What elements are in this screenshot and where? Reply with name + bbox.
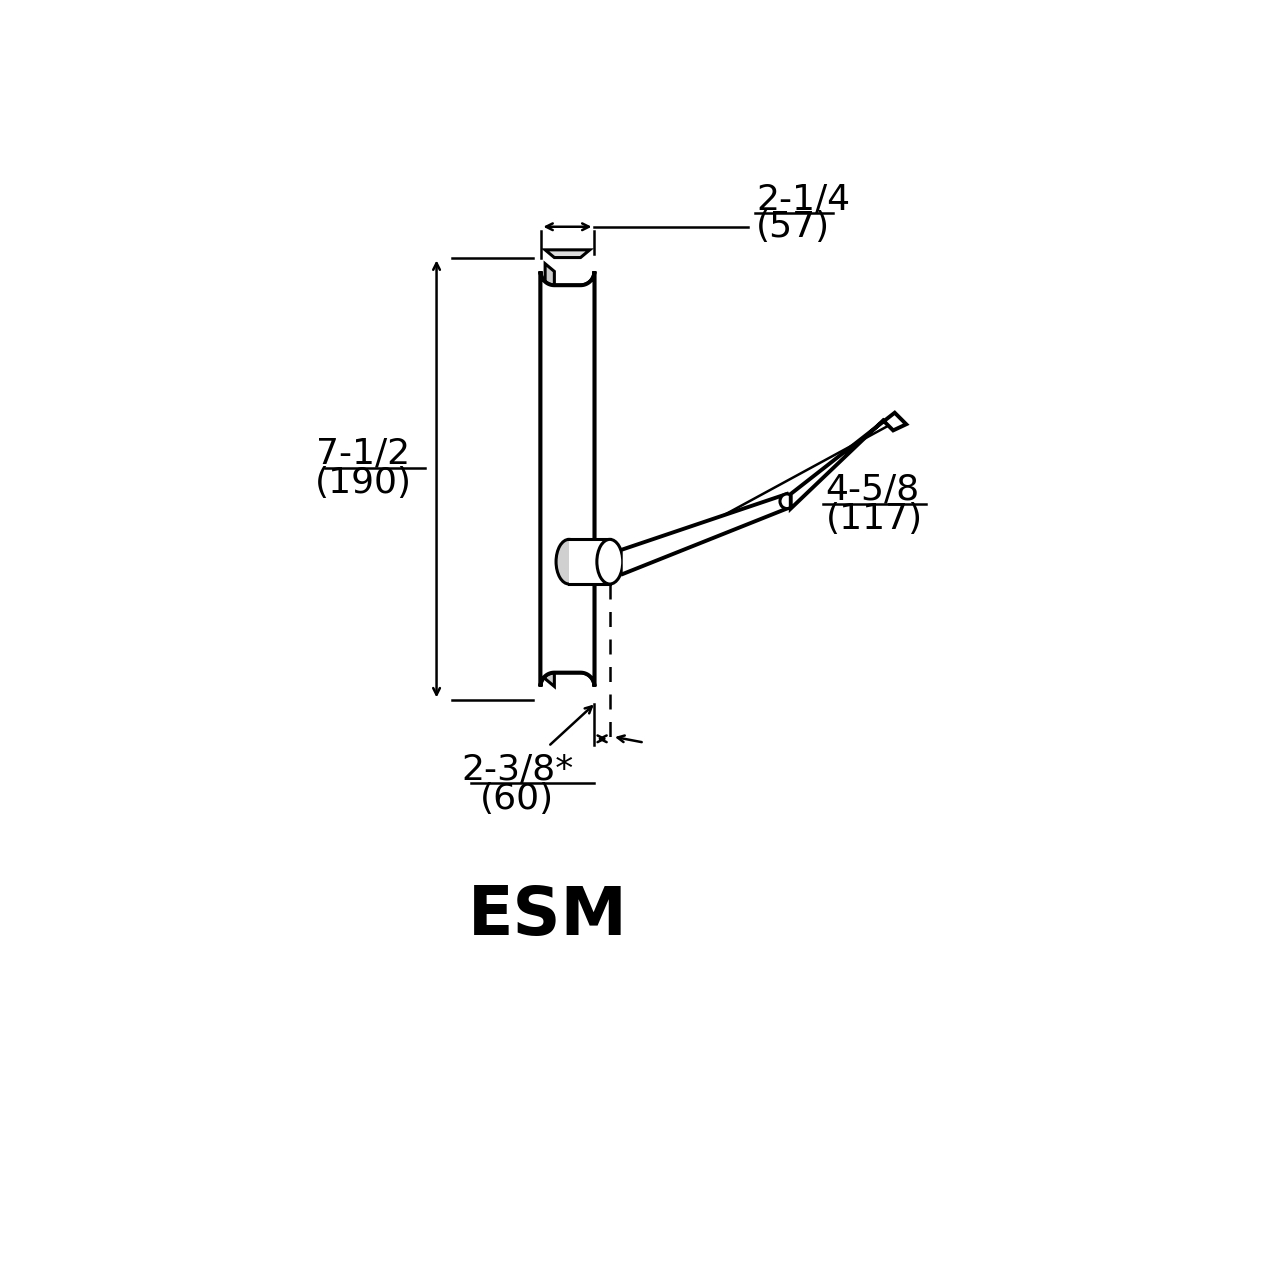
Ellipse shape	[556, 539, 582, 584]
Text: 2-1/4: 2-1/4	[756, 183, 850, 216]
Polygon shape	[545, 250, 590, 257]
Polygon shape	[545, 264, 554, 686]
Polygon shape	[791, 412, 906, 508]
Text: (57): (57)	[756, 210, 831, 243]
Polygon shape	[540, 271, 594, 686]
Text: (117): (117)	[826, 502, 923, 536]
Polygon shape	[540, 271, 594, 686]
Polygon shape	[570, 539, 609, 584]
Text: 7-1/2: 7-1/2	[316, 436, 411, 471]
Text: ESM: ESM	[468, 883, 628, 948]
Text: (60): (60)	[480, 782, 554, 815]
Text: 2-3/8*: 2-3/8*	[461, 753, 573, 787]
Polygon shape	[623, 494, 787, 573]
Ellipse shape	[780, 494, 794, 508]
Text: (190): (190)	[315, 466, 412, 500]
Ellipse shape	[596, 539, 623, 584]
Text: 4-5/8: 4-5/8	[826, 472, 919, 507]
